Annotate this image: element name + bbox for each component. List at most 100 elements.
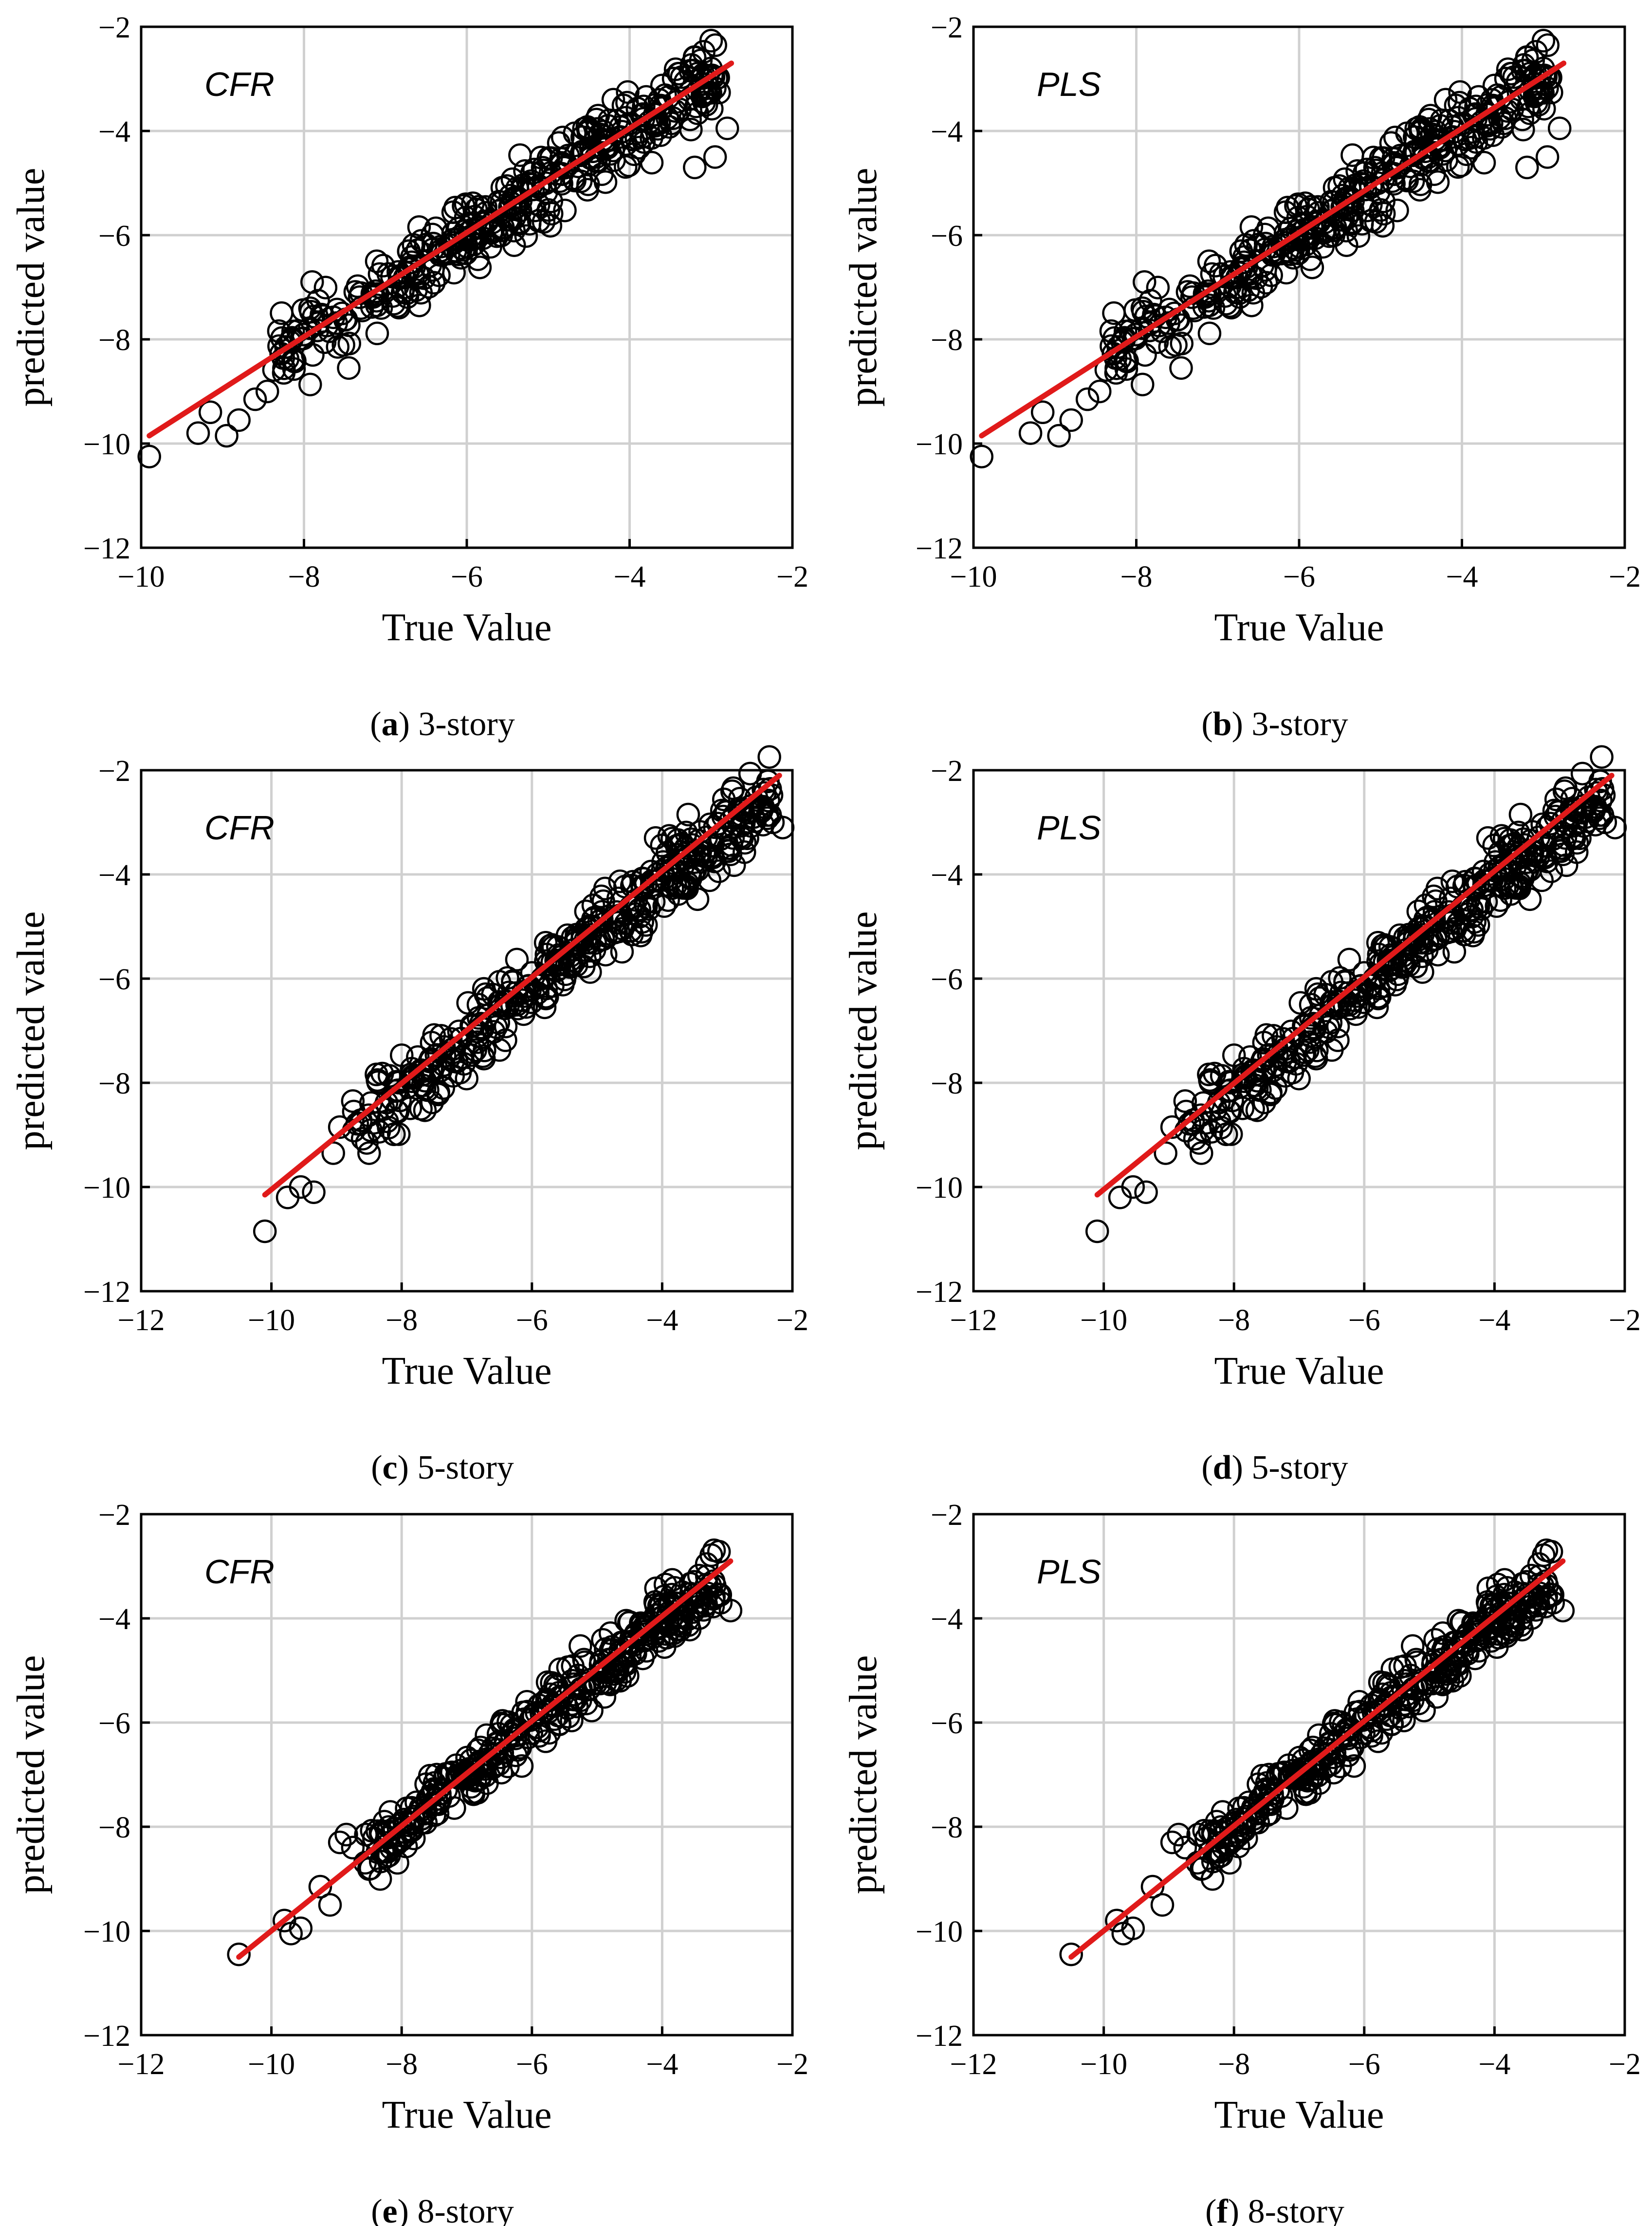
data-point — [385, 294, 409, 318]
data-point — [272, 361, 296, 385]
data-point — [289, 1916, 313, 1940]
data-point — [1531, 29, 1556, 53]
data-point — [1476, 826, 1500, 850]
data-point — [1257, 1762, 1281, 1787]
data-point — [1446, 155, 1470, 179]
scatter-markers — [1059, 1538, 1575, 1966]
data-point — [661, 1621, 686, 1646]
data-point — [1282, 1045, 1306, 1070]
data-point — [1440, 869, 1465, 893]
data-point — [345, 1112, 369, 1136]
x-tick-label: −10 — [248, 1304, 295, 1337]
data-point — [721, 826, 745, 850]
caption-text: 5-story — [1243, 1449, 1348, 1486]
data-point — [1300, 255, 1324, 279]
data-point — [694, 845, 718, 869]
y-tick-label: −10 — [916, 1915, 963, 1948]
data-point — [1140, 1874, 1165, 1899]
data-point — [532, 210, 556, 234]
fit-line — [236, 1558, 734, 1960]
y-tick-label: −8 — [98, 324, 130, 357]
data-point — [1456, 1642, 1480, 1666]
data-point — [1167, 1822, 1191, 1847]
caption-letter: e — [383, 2193, 398, 2226]
data-point — [429, 1024, 453, 1048]
data-point — [1388, 1696, 1412, 1720]
data-point — [1146, 276, 1170, 299]
y-tick-label: −6 — [98, 963, 130, 996]
data-point — [1464, 130, 1488, 154]
y-tick-label: −8 — [98, 1811, 130, 1844]
data-point — [1463, 1646, 1487, 1670]
data-point — [409, 281, 433, 305]
data-point — [502, 233, 526, 257]
data-point — [1372, 202, 1396, 226]
data-point — [360, 282, 385, 306]
y-tick-label: −2 — [98, 1499, 130, 1532]
data-point — [1364, 210, 1388, 234]
data-point — [478, 235, 502, 259]
x-tick-label: −8 — [385, 1304, 418, 1337]
data-point — [1532, 1543, 1556, 1567]
data-point — [1253, 223, 1277, 247]
data-point — [1124, 322, 1148, 347]
data-point — [350, 1127, 375, 1150]
data-point — [709, 1591, 733, 1615]
data-point — [1231, 1062, 1256, 1086]
x-axis-label: True Value — [1214, 2094, 1384, 2136]
data-point — [687, 1606, 711, 1630]
data-point — [469, 1735, 493, 1760]
x-tick-label: −8 — [1218, 2048, 1250, 2081]
caption-text: 8-story — [409, 2193, 514, 2226]
data-point — [1329, 981, 1354, 1004]
data-point — [553, 198, 577, 223]
data-point — [1486, 1573, 1510, 1596]
data-point — [371, 254, 395, 278]
data-point — [1252, 1090, 1276, 1114]
data-point — [1361, 146, 1385, 169]
caption-letter: b — [1213, 705, 1232, 743]
data-point — [447, 1766, 471, 1790]
data-point — [301, 343, 325, 367]
data-point — [459, 1775, 483, 1799]
model-label: PLS — [1037, 809, 1101, 847]
data-point — [1173, 1836, 1197, 1860]
y-tick-label: −4 — [98, 1603, 130, 1636]
data-point — [591, 927, 615, 951]
data-point — [1342, 1754, 1366, 1778]
data-point — [407, 215, 431, 239]
data-point — [1369, 1700, 1393, 1724]
data-point — [551, 1684, 574, 1708]
x-tick-label: −4 — [614, 560, 646, 594]
data-point — [1305, 1039, 1329, 1062]
data-point — [473, 1039, 496, 1062]
data-point — [1087, 379, 1112, 404]
data-point — [1438, 911, 1463, 935]
data-point — [186, 421, 210, 445]
data-point — [337, 313, 361, 337]
model-label: PLS — [1037, 1553, 1101, 1591]
data-point — [1551, 842, 1575, 866]
data-point — [1242, 229, 1266, 253]
data-point — [608, 869, 632, 893]
data-point — [1193, 282, 1217, 306]
data-point — [632, 130, 656, 154]
caption-text: 8-story — [1239, 2193, 1344, 2226]
fit-line — [262, 773, 782, 1198]
data-point — [1030, 400, 1055, 425]
data-point — [439, 1027, 463, 1051]
data-point — [643, 826, 668, 850]
data-point — [1292, 1014, 1316, 1038]
data-point — [676, 802, 700, 827]
data-point — [606, 911, 630, 935]
data-point — [313, 276, 338, 299]
panel-caption: (e) 8-story — [371, 2193, 514, 2226]
data-point — [1526, 845, 1550, 869]
model-label: CFR — [204, 65, 275, 103]
data-point — [1314, 1755, 1338, 1779]
data-point — [1262, 1024, 1285, 1048]
data-point — [1150, 1893, 1175, 1917]
data-point — [299, 299, 323, 324]
